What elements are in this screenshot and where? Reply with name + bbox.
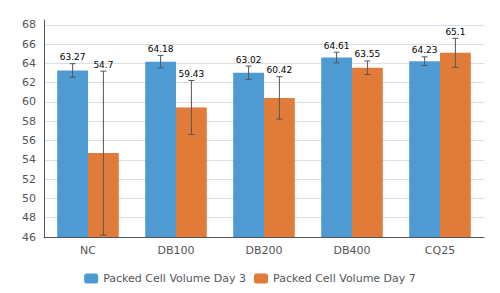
svg-text:48: 48: [22, 211, 36, 224]
svg-text:68: 68: [22, 18, 36, 31]
svg-text:60: 60: [22, 95, 36, 108]
svg-text:62: 62: [22, 76, 36, 89]
svg-text:60.42: 60.42: [267, 65, 293, 75]
svg-text:66: 66: [22, 38, 36, 51]
svg-text:Packed Cell Volume Day 3: Packed Cell Volume Day 3: [103, 272, 246, 285]
svg-text:Packed Cell Volume Day 7: Packed Cell Volume Day 7: [273, 272, 416, 285]
svg-text:46: 46: [22, 231, 36, 244]
svg-text:50: 50: [22, 192, 36, 205]
svg-text:54.7: 54.7: [93, 60, 113, 70]
svg-text:65.1: 65.1: [445, 27, 465, 37]
svg-text:DB400: DB400: [333, 244, 370, 257]
svg-text:63.27: 63.27: [60, 52, 86, 62]
svg-text:64.18: 64.18: [148, 44, 174, 54]
svg-text:54: 54: [22, 153, 36, 166]
svg-text:59.43: 59.43: [179, 69, 205, 79]
svg-text:64: 64: [22, 57, 36, 70]
svg-text:56: 56: [22, 134, 36, 147]
svg-text:DB100: DB100: [157, 244, 194, 257]
svg-text:CQ25: CQ25: [425, 244, 455, 257]
svg-text:NC: NC: [80, 244, 96, 257]
svg-text:64.23: 64.23: [412, 45, 438, 55]
svg-text:58: 58: [22, 115, 36, 128]
svg-text:52: 52: [22, 173, 36, 186]
svg-text:64.61: 64.61: [324, 41, 350, 51]
svg-text:63.55: 63.55: [355, 49, 381, 59]
svg-text:DB200: DB200: [245, 244, 282, 257]
svg-text:63.02: 63.02: [236, 55, 262, 65]
